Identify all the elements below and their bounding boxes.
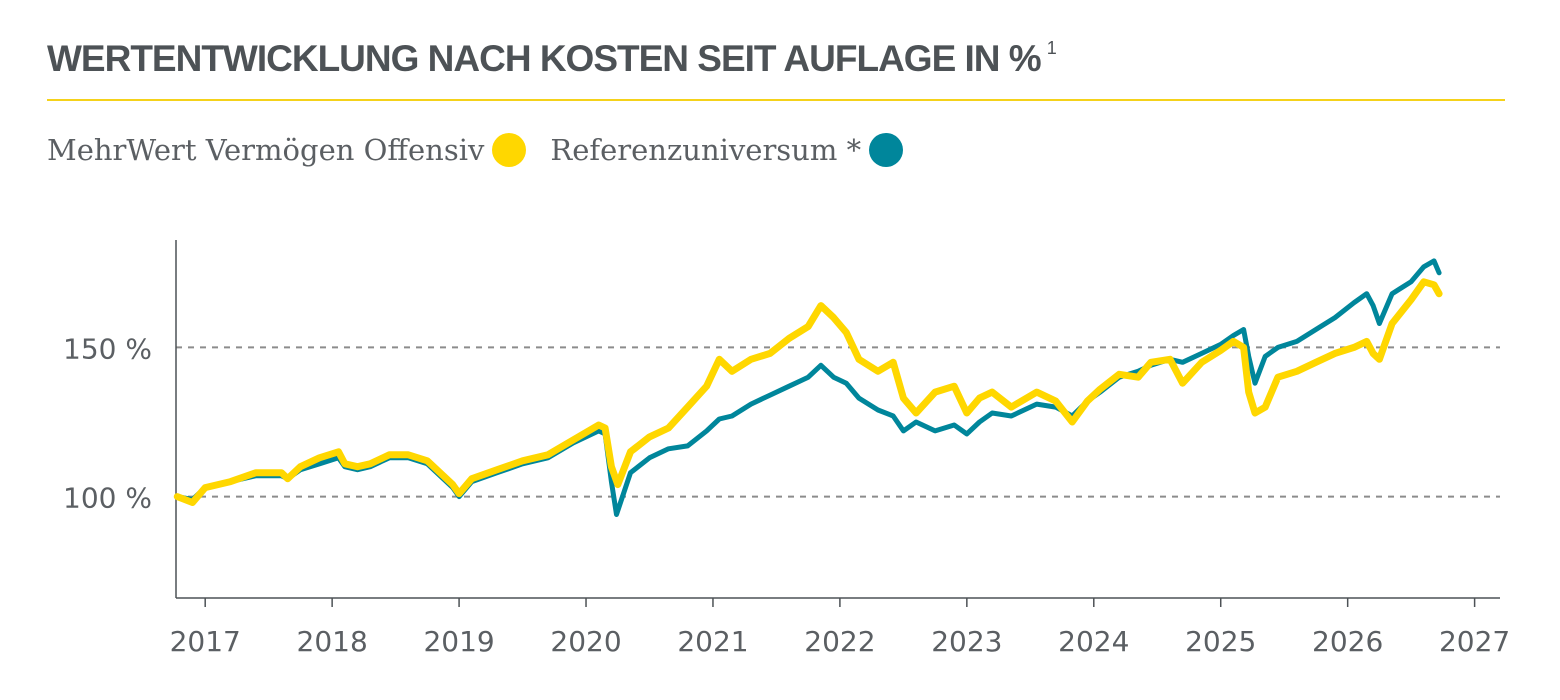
legend-swatch-benchmark [869, 133, 904, 167]
title-text: WERTENTWICKLUNG NACH KOSTEN SEIT AUFLAGE… [47, 38, 1042, 79]
x-tick-label-2017: 2017 [170, 625, 241, 658]
x-tick-label-2020: 2020 [550, 625, 621, 658]
legend-item-fund: MehrWert Vermögen Offensiv [47, 133, 527, 167]
x-tick-label-2021: 2021 [677, 625, 748, 658]
legend-label-fund: MehrWert Vermögen Offensiv [47, 133, 485, 167]
x-tick-label-2024: 2024 [1058, 625, 1129, 658]
title-footnote-marker: 1 [1046, 37, 1057, 58]
x-tick-label-2026: 2026 [1312, 625, 1383, 658]
legend-item-benchmark: Referenzuniversum * [550, 133, 904, 167]
x-tick-label-2025: 2025 [1185, 625, 1256, 658]
x-tick-label-2018: 2018 [297, 625, 368, 658]
legend-label-benchmark: Referenzuniversum * [550, 133, 862, 167]
y-tick-label-150: 150 % [63, 332, 152, 365]
x-tick-label-2022: 2022 [804, 625, 875, 658]
x-tick-label-2023: 2023 [931, 625, 1002, 658]
chart-legend: MehrWert Vermögen Offensiv Referenzunive… [47, 128, 904, 172]
x-tick-label-2027: 2027 [1439, 625, 1510, 658]
legend-swatch-fund [492, 133, 527, 167]
title-underline-rule [47, 99, 1505, 101]
page-title: WERTENTWICKLUNG NACH KOSTEN SEIT AUFLAGE… [47, 37, 1057, 80]
series-line-fund [173, 278, 1443, 506]
x-tick-label-2019: 2019 [423, 625, 494, 658]
y-tick-label-100: 100 % [63, 482, 152, 515]
